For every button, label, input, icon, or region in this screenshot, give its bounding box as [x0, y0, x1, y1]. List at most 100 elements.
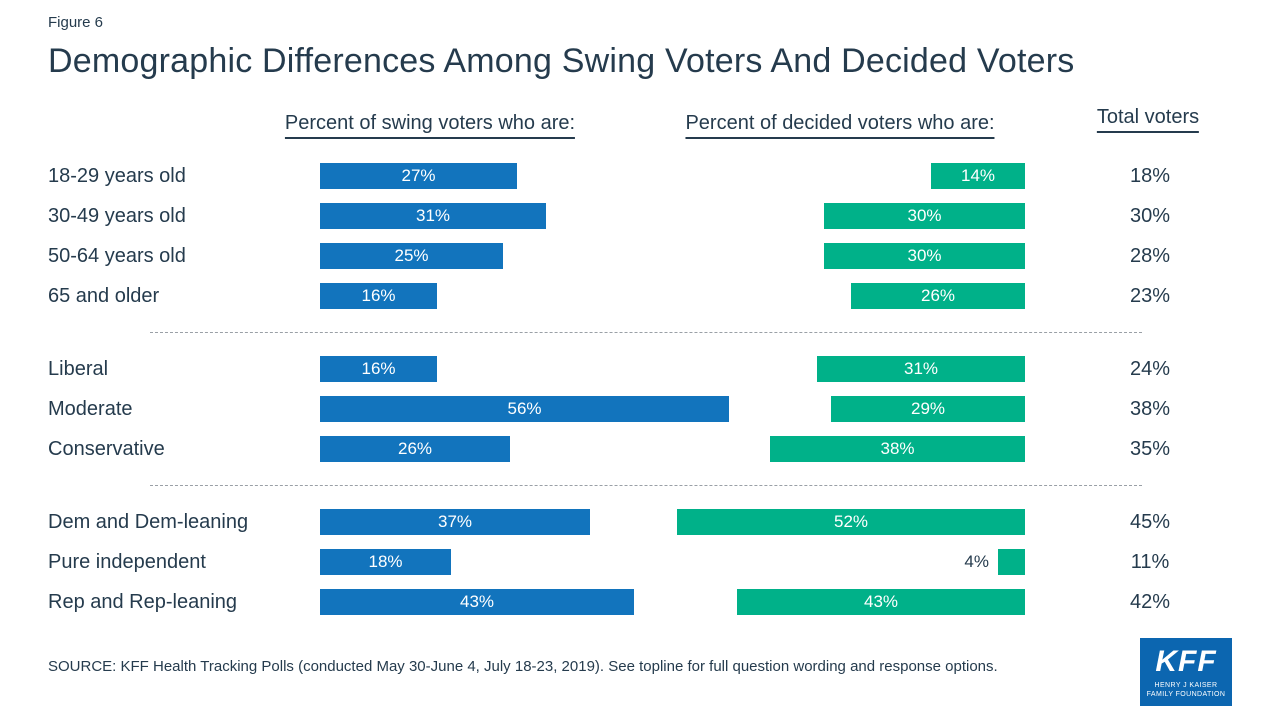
- chart-row: Pure independent 18% 4% 11%: [48, 542, 1275, 582]
- chart-row: Moderate 56% 29% 38%: [48, 389, 1275, 429]
- figure-label: Figure 6: [48, 14, 104, 31]
- chart-row: Dem and Dem-leaning 37% 52% 45%: [48, 502, 1275, 542]
- kff-logo-line1: HENRY J KAISER: [1154, 682, 1218, 689]
- kff-logo-text: KFF: [1155, 645, 1217, 678]
- bars-area: 27% 14%: [320, 163, 1025, 189]
- swing-value-label: 27%: [401, 166, 436, 185]
- decided-bar-wrap: 26%: [851, 283, 1025, 309]
- chart-row: Rep and Rep-leaning 43% 43% 42%: [48, 582, 1275, 622]
- swing-bar: 27%: [320, 163, 517, 189]
- header-total-voters: Total voters: [1096, 106, 1200, 133]
- bars-area: 16% 26%: [320, 283, 1025, 309]
- header-swing-voters: Percent of swing voters who are:: [284, 112, 576, 139]
- chart-row: 30-49 years old 31% 30% 30%: [48, 196, 1275, 236]
- swing-bar: 31%: [320, 203, 546, 229]
- row-label: 18-29 years old: [48, 164, 186, 187]
- swing-value-label: 16%: [361, 359, 396, 378]
- chart-row: Liberal 16% 31% 24%: [48, 349, 1275, 389]
- row-label: Moderate: [48, 397, 133, 420]
- swing-bar: 16%: [320, 283, 437, 309]
- total-value: 42%: [1129, 590, 1171, 613]
- swing-bar: 37%: [320, 509, 590, 535]
- swing-value-label: 25%: [394, 246, 429, 265]
- decided-bar-wrap: 30%: [824, 203, 1025, 229]
- total-value: 28%: [1129, 244, 1171, 267]
- decided-bar: 29%: [831, 396, 1025, 422]
- decided-bar: 30%: [824, 203, 1025, 229]
- kff-logo: KFF HENRY J KAISER FAMILY FOUNDATION: [1140, 638, 1232, 706]
- decided-bar-wrap: 30%: [824, 243, 1025, 269]
- decided-bar: 30%: [824, 243, 1025, 269]
- bars-area: 31% 30%: [320, 203, 1025, 229]
- decided-value-label: 14%: [960, 166, 996, 185]
- total-value: 24%: [1129, 357, 1171, 380]
- bars-area: 26% 38%: [320, 436, 1025, 462]
- decided-bar: 43%: [737, 589, 1025, 615]
- decided-value-label: 43%: [863, 592, 899, 611]
- swing-value-label: 56%: [507, 399, 542, 418]
- swing-bar: 25%: [320, 243, 503, 269]
- row-label: Pure independent: [48, 550, 206, 573]
- swing-bar: 43%: [320, 589, 634, 615]
- decided-bar: 52%: [677, 509, 1025, 535]
- bar-chart: 18-29 years old 27% 14% 18% 30-49 years …: [48, 156, 1275, 622]
- swing-bar: 16%: [320, 356, 437, 382]
- swing-value-label: 16%: [361, 286, 396, 305]
- decided-value-label: 29%: [910, 399, 946, 418]
- row-label: 30-49 years old: [48, 204, 186, 227]
- swing-bar: 26%: [320, 436, 510, 462]
- column-headers: Percent of swing voters who are: Percent…: [0, 106, 1280, 140]
- decided-bar-wrap: 38%: [770, 436, 1025, 462]
- total-value: 30%: [1129, 204, 1171, 227]
- decided-bar-wrap: 29%: [831, 396, 1025, 422]
- total-value: 23%: [1129, 284, 1171, 307]
- decided-value-label: 38%: [880, 439, 915, 458]
- swing-value-label: 31%: [415, 206, 451, 225]
- decided-bar: 14%: [931, 163, 1025, 189]
- bars-area: 25% 30%: [320, 243, 1025, 269]
- decided-bar: 26%: [851, 283, 1025, 309]
- row-label: 65 and older: [48, 284, 160, 307]
- row-label: Dem and Dem-leaning: [48, 510, 249, 533]
- decided-value-label: 30%: [907, 206, 942, 225]
- total-value: 38%: [1129, 397, 1171, 420]
- header-decided-voters: Percent of decided voters who are:: [685, 112, 995, 139]
- swing-value-label: 43%: [459, 592, 495, 611]
- total-value: 11%: [1130, 550, 1170, 573]
- bars-area: 18% 4%: [320, 549, 1025, 575]
- group-divider: [150, 485, 1142, 486]
- total-value: 45%: [1129, 510, 1171, 533]
- swing-bar: 56%: [320, 396, 729, 422]
- decided-bar: 31%: [817, 356, 1025, 382]
- decided-bar: [998, 549, 1025, 575]
- decided-bar-wrap: 4%: [964, 549, 1025, 575]
- decided-value-label: 26%: [920, 286, 956, 305]
- total-value: 35%: [1129, 437, 1171, 460]
- row-label: Liberal: [48, 357, 109, 380]
- decided-value-label-outside: 4%: [964, 552, 989, 571]
- chart-row: 50-64 years old 25% 30% 28%: [48, 236, 1275, 276]
- page-title: Demographic Differences Among Swing Vote…: [48, 42, 1075, 80]
- decided-bar-wrap: 43%: [737, 589, 1025, 615]
- chart-row: 65 and older 16% 26% 23%: [48, 276, 1275, 316]
- decided-bar-wrap: 14%: [931, 163, 1025, 189]
- chart-row: Conservative 26% 38% 35%: [48, 429, 1275, 469]
- bars-area: 37% 52%: [320, 509, 1025, 535]
- bars-area: 56% 29%: [320, 396, 1025, 422]
- bars-area: 43% 43%: [320, 589, 1025, 615]
- swing-value-label: 37%: [437, 512, 473, 531]
- total-value: 18%: [1129, 164, 1171, 187]
- swing-value-label: 26%: [397, 439, 433, 458]
- row-label: 50-64 years old: [48, 244, 186, 267]
- row-label: Rep and Rep-leaning: [48, 590, 238, 613]
- swing-value-label: 18%: [368, 552, 403, 571]
- chart-row: 18-29 years old 27% 14% 18%: [48, 156, 1275, 196]
- kff-logo-line2: FAMILY FOUNDATION: [1146, 691, 1226, 699]
- decided-value-label: 31%: [903, 359, 939, 378]
- decided-value-label: 52%: [833, 512, 869, 531]
- row-label: Conservative: [48, 437, 165, 460]
- source-note: SOURCE: KFF Health Tracking Polls (condu…: [48, 658, 998, 675]
- decided-bar-wrap: 52%: [677, 509, 1025, 535]
- decided-bar: 38%: [770, 436, 1025, 462]
